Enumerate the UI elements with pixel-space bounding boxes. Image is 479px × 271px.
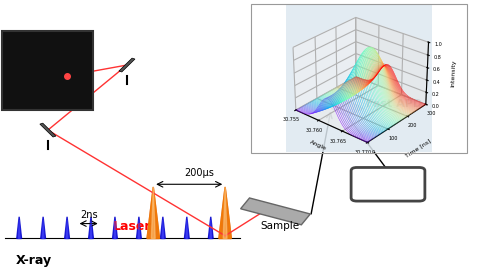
FancyBboxPatch shape [2,31,93,110]
Text: 2ns: 2ns [80,211,97,220]
Polygon shape [137,217,141,238]
Y-axis label: Time [ns]: Time [ns] [404,138,432,158]
Text: Laser: Laser [113,220,151,233]
Polygon shape [210,220,212,238]
Polygon shape [223,187,227,238]
Polygon shape [219,187,231,238]
Polygon shape [41,217,46,238]
Polygon shape [89,217,93,238]
Polygon shape [240,198,310,225]
Polygon shape [65,217,69,238]
Polygon shape [208,217,213,238]
Text: 200μs: 200μs [184,169,214,178]
Text: Sample: Sample [261,221,300,231]
Polygon shape [219,187,231,238]
FancyBboxPatch shape [351,167,425,201]
X-axis label: Angle: Angle [308,140,327,152]
Text: Fast APD: Fast APD [366,99,422,109]
Polygon shape [114,220,116,238]
Polygon shape [160,217,165,238]
Polygon shape [138,220,140,238]
Polygon shape [331,101,364,116]
Text: X-ray: X-ray [15,254,52,267]
Polygon shape [18,220,20,238]
Polygon shape [90,220,92,238]
Polygon shape [42,220,44,238]
Polygon shape [17,217,22,238]
Polygon shape [151,187,155,238]
Polygon shape [162,220,164,238]
Polygon shape [113,217,117,238]
Polygon shape [119,58,135,72]
Polygon shape [184,217,189,238]
Polygon shape [147,187,160,238]
Text: PC Scope: PC Scope [362,181,414,191]
Polygon shape [147,187,160,238]
Polygon shape [40,123,56,137]
Polygon shape [186,220,188,238]
Polygon shape [66,220,68,238]
